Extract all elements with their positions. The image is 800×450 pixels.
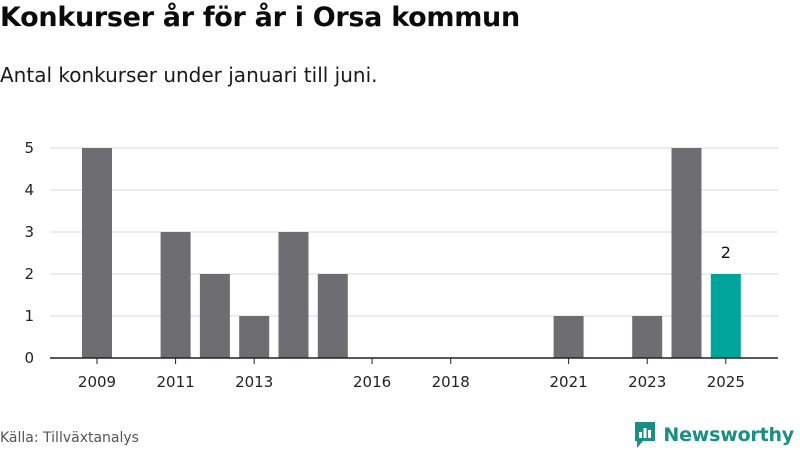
bar-2013 bbox=[239, 316, 270, 358]
y-tick-label-4: 4 bbox=[24, 181, 34, 199]
bar-2009 bbox=[82, 148, 112, 358]
bar-2023 bbox=[632, 316, 663, 358]
brand-name: Newsworthy bbox=[663, 424, 794, 446]
labels: 0 1 2 3 4 5 2009 2011 2013 2016 2018 2021 2023 2025 2 bbox=[24, 139, 744, 391]
chart-subtitle: Antal konkurser under januari till juni. bbox=[0, 63, 378, 87]
bar-chart: 0 1 2 3 4 5 2009 2011 2013 2016 2018 2021 2023 2025 2 bbox=[24, 139, 778, 391]
bar-2015 bbox=[317, 274, 348, 358]
y-tick-label-2: 2 bbox=[24, 265, 34, 283]
x-tick-label-2013: 2013 bbox=[235, 373, 273, 391]
source-note: Källa: Tillväxtanalys bbox=[0, 430, 139, 446]
y-tick-label-3: 3 bbox=[24, 223, 34, 241]
x-tick-label-2025: 2025 bbox=[707, 373, 745, 391]
bars bbox=[82, 148, 741, 358]
bar-2012 bbox=[199, 274, 230, 358]
x-tick-label-2023: 2023 bbox=[628, 373, 666, 391]
chart-title: Konkurser år för år i Orsa kommun bbox=[0, 2, 520, 33]
x-tick-label-2021: 2021 bbox=[550, 373, 588, 391]
bar-2011 bbox=[160, 232, 191, 358]
x-tick-label-2011: 2011 bbox=[157, 373, 195, 391]
bar-2024 bbox=[671, 148, 702, 358]
x-tick-label-2009: 2009 bbox=[78, 373, 116, 391]
y-tick-label-5: 5 bbox=[24, 139, 34, 157]
brand-logo: Newsworthy bbox=[633, 420, 794, 450]
y-tick-label-0: 0 bbox=[24, 349, 34, 367]
bar-2014 bbox=[278, 232, 309, 358]
bar-2025 bbox=[710, 274, 741, 358]
gridlines bbox=[50, 147, 778, 317]
y-tick-label-1: 1 bbox=[24, 307, 34, 325]
axes bbox=[50, 357, 778, 364]
data-label-2025: 2 bbox=[721, 243, 731, 262]
bar-2021 bbox=[553, 316, 584, 358]
x-tick-label-2018: 2018 bbox=[432, 373, 470, 391]
x-tick-label-2016: 2016 bbox=[353, 373, 391, 391]
newsworthy-logo-icon bbox=[635, 422, 656, 448]
